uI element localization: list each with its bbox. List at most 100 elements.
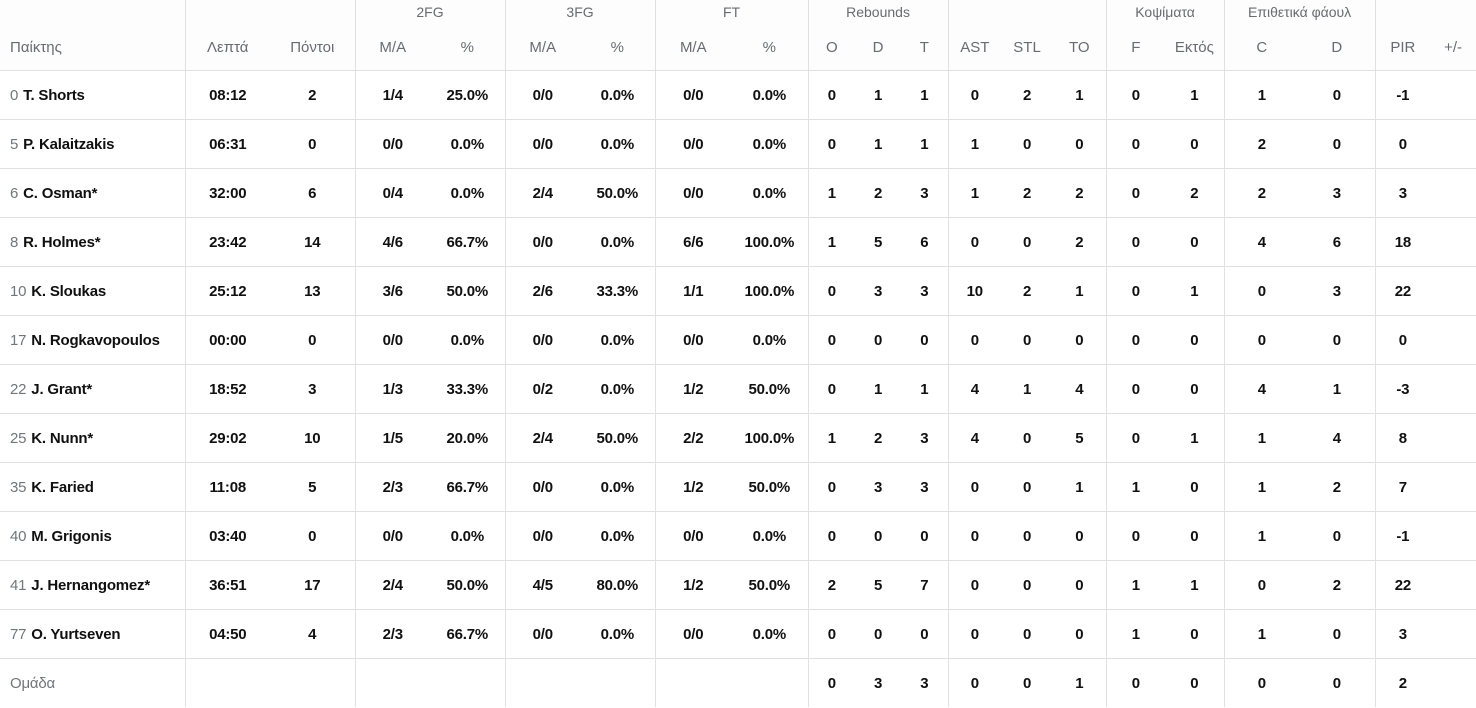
stat-stl: 0 [1001,511,1054,561]
col-ft-pct: % [731,24,809,71]
stat-minutes: 08:12 [184,70,270,120]
stat-3fg-ma: 0/0 [504,511,581,561]
player-name: C. Osman* [23,184,98,202]
stat-blocks-against: 0 [1165,217,1225,267]
stat-reb-def: 2 [855,168,902,218]
stat-2fg-ma: 0/0 [354,119,430,169]
stat-fouls-drawn: 0 [1299,511,1376,561]
team-ast: 0 [947,658,1002,707]
stat-reb-tot: 7 [901,560,949,610]
stat-points: 2 [270,70,355,120]
stat-2fg-ma: 0/0 [354,315,430,365]
team-blocks-against: 0 [1190,674,1199,692]
team-stl: 0 [1022,674,1032,692]
stat-pir: 3 [1374,168,1431,218]
col-reb-def: D [855,24,902,71]
player-name-cell[interactable]: 6 C. Osman* [0,168,185,218]
stat-stl: 2 [1001,168,1054,218]
player-name-cell[interactable]: 77 O. Yurtseven [0,609,185,659]
stat-ast: 0 [947,609,1002,659]
stat-blocks-against: 0 [1165,462,1225,512]
col-to: TO [1053,24,1107,71]
player-name-cell[interactable]: 5 P. Kalaitzakis [0,119,185,169]
stat-ft-ma: 0/0 [654,511,732,561]
stat-blocks-for: 0 [1105,511,1166,561]
stat-blocks-for: 0 [1105,364,1166,414]
stat-3fg-ma: 2/4 [504,168,581,218]
stat-to: 0 [1053,119,1107,169]
stat-blocks-against: 1 [1165,70,1225,120]
player-row: 6 C. Osman* 32:00 6 0/4 0.0% 2/4 50.0% 0/… [0,168,1476,218]
group-rebounds: Rebounds [807,0,949,24]
stat-minutes: 23:42 [184,217,270,267]
stat-plusminus [1430,413,1476,463]
stat-plusminus [1430,217,1476,267]
stat-stl: 2 [1001,266,1054,316]
stat-blocks-for: 1 [1105,462,1166,512]
stat-fouls-drawn: 3 [1299,266,1376,316]
stat-fouls-committed: 4 [1223,217,1300,267]
stat-ast: 0 [947,70,1002,120]
player-number: 10 [10,282,27,300]
stat-to: 1 [1053,70,1107,120]
stat-blocks-against: 1 [1165,413,1225,463]
stat-blocks-for: 0 [1105,70,1166,120]
player-name-cell[interactable]: 40 M. Grigonis [0,511,185,561]
stat-3fg-pct: 0.0% [580,70,656,120]
stat-to: 0 [1053,315,1107,365]
stat-pir: 8 [1374,413,1431,463]
stat-minutes: 06:31 [184,119,270,169]
stat-ft-ma: 1/2 [654,560,732,610]
stat-fouls-committed: 0 [1223,266,1300,316]
col-2fg-ma: M/A [354,24,430,71]
col-plusminus: +/- [1430,24,1476,71]
stat-stl: 0 [1001,560,1054,610]
player-name-cell[interactable]: 8 R. Holmes* [0,217,185,267]
stat-to: 2 [1053,217,1107,267]
stat-stl: 0 [1001,217,1054,267]
player-name-cell[interactable]: 41 J. Hernangomez* [0,560,185,610]
stat-reb-tot: 0 [901,609,949,659]
stat-reb-tot: 3 [901,413,949,463]
player-name: J. Hernangomez* [31,576,150,594]
stat-pir: 3 [1374,609,1431,659]
player-number: 35 [10,478,27,496]
player-name-cell[interactable]: 17 N. Rogkavopoulos [0,315,185,365]
player-name-cell[interactable]: 35 K. Faried [0,462,185,512]
stat-reb-off: 2 [807,560,856,610]
stat-3fg-ma: 2/4 [504,413,581,463]
stat-stl: 0 [1001,119,1054,169]
player-name-cell[interactable]: 0 T. Shorts [0,70,185,120]
player-number: 17 [10,331,27,349]
team-reb-tot: 3 [920,674,929,692]
stat-plusminus [1430,462,1476,512]
stat-reb-def: 0 [855,511,902,561]
player-row: 17 N. Rogkavopoulos 00:00 0 0/0 0.0% 0/0 … [0,315,1476,365]
player-name-cell[interactable]: 10 K. Sloukas [0,266,185,316]
stat-reb-tot: 6 [901,217,949,267]
stat-reb-tot: 3 [901,168,949,218]
stat-stl: 2 [1001,70,1054,120]
stat-points: 10 [270,413,355,463]
stat-fouls-drawn: 0 [1299,315,1376,365]
stat-blocks-against: 2 [1165,168,1225,218]
stat-fouls-drawn: 3 [1299,168,1376,218]
stat-to: 5 [1053,413,1107,463]
stat-2fg-pct: 66.7% [430,609,506,659]
player-name-cell[interactable]: 25 K. Nunn* [0,413,185,463]
stat-ft-ma: 6/6 [654,217,732,267]
stat-2fg-pct: 33.3% [430,364,506,414]
stat-blocks-against: 0 [1165,315,1225,365]
stat-fouls-committed: 1 [1223,462,1300,512]
stat-ft-ma: 2/2 [654,413,732,463]
player-name-cell[interactable]: 22 J. Grant* [0,364,185,414]
player-number: 77 [10,625,27,643]
player-row: 8 R. Holmes* 23:42 14 4/6 66.7% 0/0 0.0% … [0,217,1476,267]
stat-ft-ma: 0/0 [654,609,732,659]
team-ft-ma-empty [654,658,732,707]
stat-fouls-committed: 0 [1223,560,1300,610]
col-pir: PIR [1374,24,1431,71]
player-name: O. Yurtseven [31,625,121,643]
stat-plusminus [1430,266,1476,316]
stat-pir: 0 [1374,119,1431,169]
